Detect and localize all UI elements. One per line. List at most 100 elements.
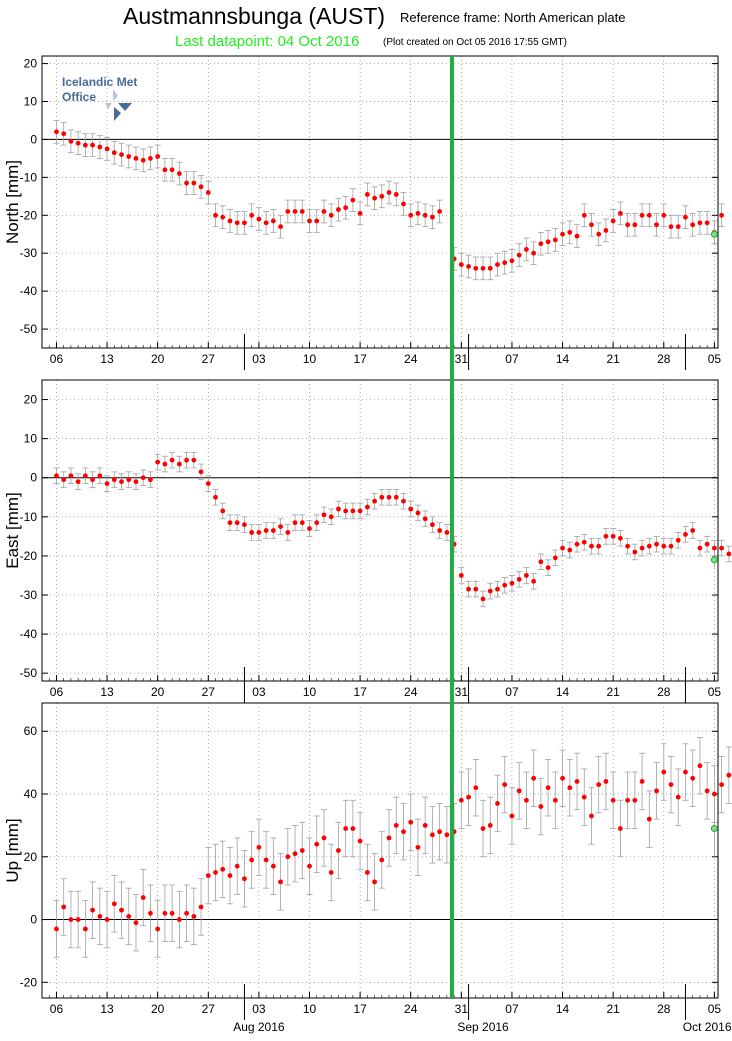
east-data-point [495, 586, 500, 592]
north-data-point [632, 222, 638, 228]
up-data-point [719, 782, 725, 787]
east-xtick-label: 27 [202, 685, 216, 699]
north-data-point [299, 209, 305, 214]
up-data-point [639, 779, 645, 784]
north-data-point [133, 155, 139, 161]
east-xtick-label: 06 [50, 685, 64, 699]
last-datapoint-label: Last datapoint: 04 Oct 2016 [175, 33, 360, 50]
up-data-point [516, 788, 522, 794]
up-data-point [364, 870, 370, 875]
east-data-point [711, 545, 717, 551]
month-label: Aug 2016 [233, 1020, 285, 1034]
up-data-point [617, 826, 623, 831]
up-data-point [668, 782, 674, 787]
up-data-point [603, 779, 609, 784]
east-data-point [97, 473, 103, 479]
east-data-point [487, 588, 493, 594]
east-data-point [473, 586, 479, 592]
up-data-point [328, 870, 334, 875]
north-data-point [516, 252, 522, 258]
up-data-point [82, 926, 88, 932]
north-data-point [256, 216, 262, 222]
north-data-point [205, 190, 211, 195]
up-data-point [675, 794, 681, 800]
north-data-point [227, 218, 233, 224]
north-data-point [401, 201, 406, 207]
up-data-point [111, 901, 117, 907]
up-data-point [581, 794, 587, 800]
north-data-point [473, 265, 479, 271]
up-xtick-label: 06 [50, 1002, 64, 1016]
east-xtick-label: 13 [100, 685, 114, 699]
up-xtick-label: 13 [100, 1002, 114, 1016]
east-data-point [133, 479, 139, 485]
up-last-data-point [710, 825, 718, 833]
north-xtick-label: 28 [657, 352, 671, 366]
north-data-point [242, 220, 247, 226]
up-data-point [509, 813, 515, 819]
north-data-point [176, 171, 182, 176]
east-data-point [213, 494, 218, 500]
north-xtick-label: 06 [50, 352, 64, 366]
north-xtick-label: 27 [202, 352, 216, 366]
north-data-point [437, 209, 443, 214]
north-data-point [538, 241, 544, 247]
up-ytick-label: 0 [30, 913, 37, 927]
up-xtick-label: 10 [303, 1002, 317, 1016]
up-xtick-label: 14 [556, 1002, 570, 1016]
up-xtick-label: 24 [404, 1002, 418, 1016]
up-data-point [148, 910, 153, 916]
east-data-point [545, 565, 551, 571]
up-data-point [524, 797, 529, 803]
up-data-point [495, 801, 500, 806]
up-data-point [690, 775, 696, 781]
north-data-point [126, 154, 132, 159]
east-data-point [719, 545, 725, 551]
east-xtick-label: 03 [252, 685, 266, 699]
east-data-point [314, 520, 320, 526]
east-data-point [726, 551, 732, 557]
east-data-point [444, 530, 450, 535]
up-data-point [191, 914, 197, 919]
east-ytick-label: 20 [24, 393, 38, 407]
north-data-point [350, 197, 356, 203]
up-data-point [198, 904, 204, 910]
up-data-point [444, 832, 450, 838]
up-data-point [654, 788, 659, 794]
east-ytick-label: 0 [30, 471, 37, 485]
up-data-point [531, 775, 537, 781]
up-data-point [683, 769, 688, 775]
north-data-point [581, 212, 587, 218]
east-data-point [263, 528, 269, 533]
up-data-point [314, 841, 320, 847]
imo-logo: Icelandic Met Office [62, 75, 142, 125]
north-data-point [372, 195, 377, 201]
up-data-point [227, 873, 233, 879]
north-xtick-label: 10 [303, 352, 317, 366]
north-xtick-label: 21 [606, 352, 620, 366]
north-xtick-label: 05 [708, 352, 722, 366]
north-data-point [82, 142, 88, 148]
up-data-point [307, 863, 312, 869]
up-data-point [538, 804, 544, 809]
north-data-point [111, 150, 117, 156]
up-data-point [292, 851, 298, 857]
up-data-point [61, 904, 67, 910]
up-data-point [480, 826, 486, 831]
east-data-point [610, 533, 616, 539]
east-ylabel: East [mm] [3, 492, 22, 569]
east-xtick-label: 14 [556, 685, 570, 699]
up-data-point [321, 835, 327, 841]
east-data-point [654, 541, 659, 547]
east-data-point [581, 539, 587, 545]
east-xtick-label: 10 [303, 685, 317, 699]
up-data-point [422, 822, 428, 828]
east-data-point [675, 537, 681, 543]
up-data-point [430, 832, 435, 838]
east-ytick-label: -50 [20, 666, 38, 680]
east-data-point [690, 528, 696, 533]
up-xtick-label: 27 [202, 1002, 216, 1016]
up-data-point [234, 863, 240, 869]
east-ytick-label: -40 [20, 627, 38, 641]
north-data-point [270, 218, 276, 224]
